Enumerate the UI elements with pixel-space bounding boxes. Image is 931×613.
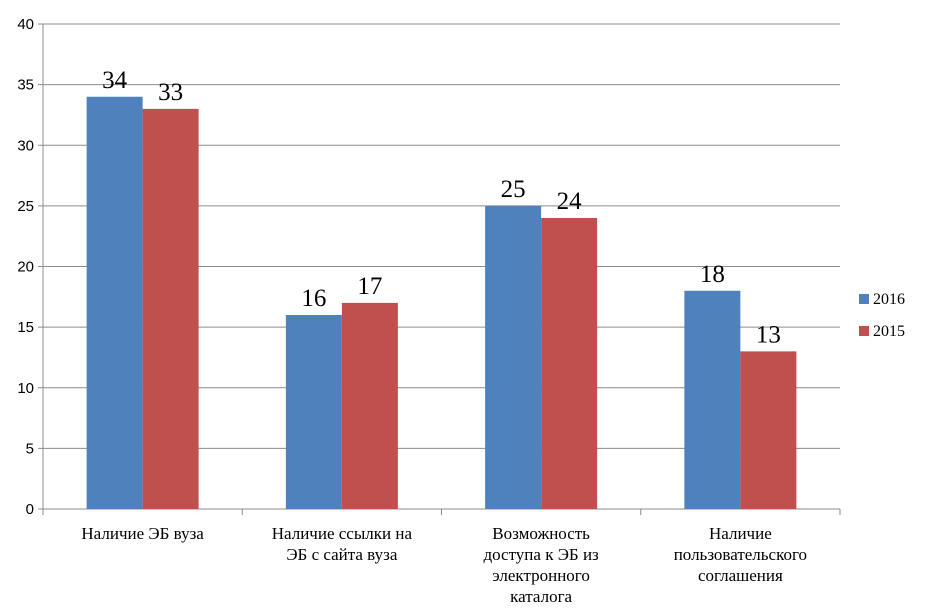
bar-2015-1 [142,108,199,509]
category-label-line: каталога [510,587,572,606]
data-label-2016-4: 18 [700,261,725,288]
data-label-2016-1: 34 [102,67,128,94]
category-label-1: Наличие ЭБ вуза [81,524,204,543]
category-label-line: соглашения [698,566,783,585]
category-label-line: Наличие ссылки на [272,524,413,543]
legend-swatch [859,326,869,336]
legend-label: 2016 [873,291,905,308]
category-label-4: Наличие пользовательского соглашения [674,524,807,585]
legend: 2016 2015 [859,291,905,340]
data-label-2015-3: 24 [557,188,583,215]
bar-2016-3 [485,205,542,509]
category-label-3: Возможность доступа к ЭБ из электронного ка… [483,524,599,606]
y-tick-label: 20 [17,259,34,276]
y-tick-label: 30 [17,137,34,154]
data-label-2016-3: 25 [501,176,526,203]
x-axis-categories: Наличие ЭБ вуза Наличие ссылки на ЭБ с сай… [81,524,807,606]
legend-item-2015: 2015 [859,323,905,340]
y-tick-label: 10 [17,380,34,397]
data-label-2015-2: 17 [357,273,382,300]
y-tick-label: 25 [17,198,34,215]
bar-2016-1 [86,96,143,509]
category-label-line: доступа к ЭБ из [483,545,599,564]
category-label-line: Наличие ЭБ вуза [81,524,204,543]
category-label-line: пользовательского [674,545,807,564]
category-label-line: ЭБ с сайта вуза [286,545,398,564]
category-label-2: Наличие ссылки на ЭБ с сайта вуза [272,524,413,564]
bar-2015-4 [740,351,797,509]
y-tick-label: 35 [17,77,34,94]
y-axis-ticks: 0 5 10 15 20 25 30 35 40 [17,16,43,518]
bar-2016-4 [684,290,741,509]
y-tick-label: 40 [17,16,34,33]
legend-item-2016: 2016 [859,291,905,308]
bar-2015-2 [341,302,398,509]
data-label-2015-4: 13 [756,321,781,348]
y-tick-label: 0 [26,501,34,518]
y-tick-label: 15 [17,319,34,336]
category-label-line: Возможность [492,524,590,543]
legend-swatch [859,294,869,304]
legend-label: 2015 [873,323,905,340]
data-label-2016-2: 16 [301,285,326,312]
bars [86,96,797,509]
bar-2015-3 [541,218,598,509]
y-tick-label: 5 [26,440,34,457]
data-labels: 34 33 16 17 25 24 18 13 [102,67,781,349]
data-label-2015-1: 33 [158,79,183,106]
bar-2016-2 [285,315,342,509]
category-label-line: электронного [492,566,589,585]
category-label-line: Наличие [709,524,772,543]
